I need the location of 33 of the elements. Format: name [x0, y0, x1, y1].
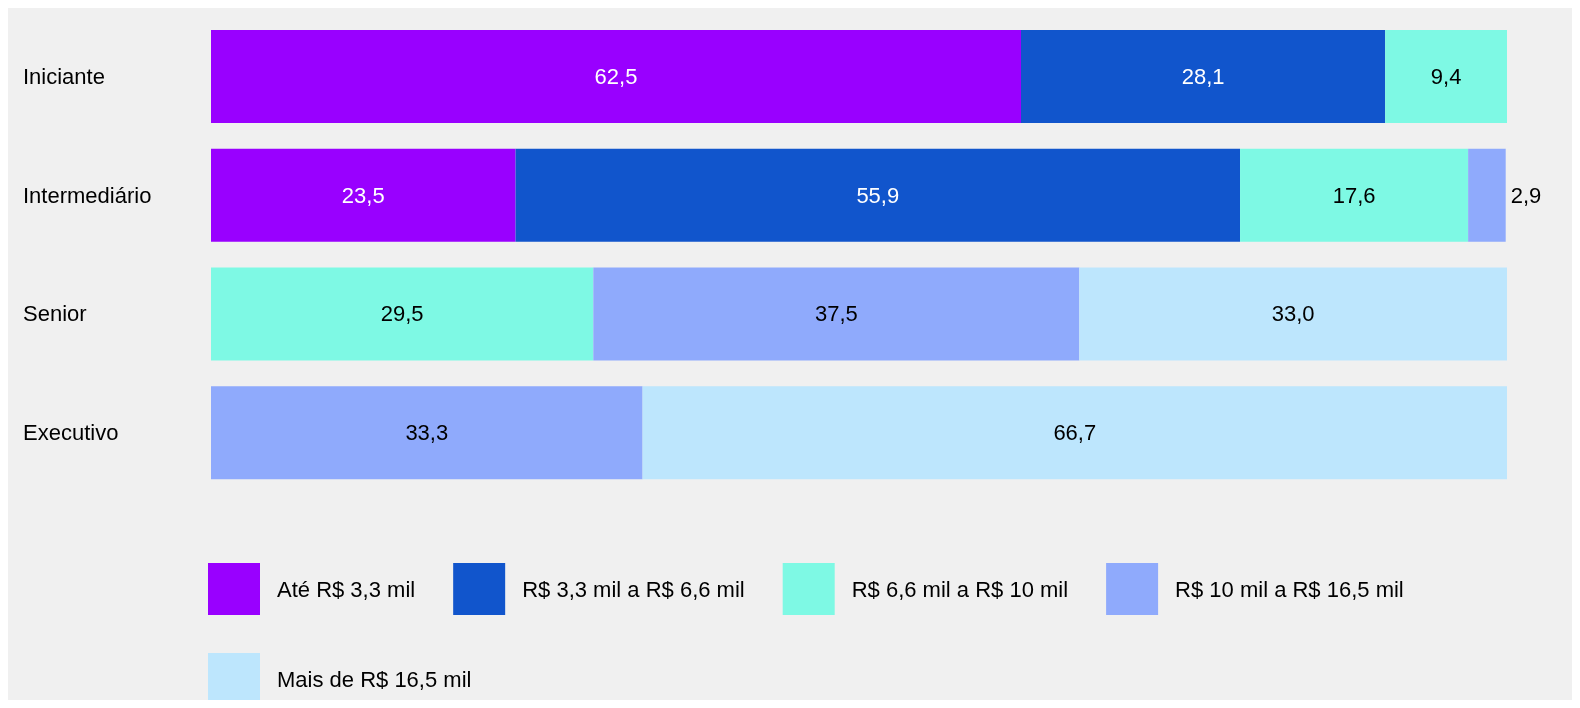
data-label: 37,5: [814, 301, 858, 327]
bar: [1385, 29, 1507, 123]
y-tick-label: Iniciante: [23, 63, 105, 89]
data-label: 23,5: [341, 182, 385, 208]
bar: [515, 148, 1241, 242]
bar: [211, 386, 643, 480]
y-tick-label: Intermediário: [23, 182, 152, 208]
bar: [1468, 148, 1506, 242]
bar: [1079, 267, 1507, 361]
data-label: 66,7: [1053, 420, 1097, 446]
bar: [642, 386, 1507, 480]
bar: [211, 148, 516, 242]
data-label: 2,9: [1510, 182, 1542, 208]
data-label: 33,3: [405, 420, 449, 446]
y-tick-label: Senior: [23, 301, 87, 327]
bar: [211, 29, 1021, 123]
legend-label: R$ 10 mil a R$ 16,5 mil: [1175, 576, 1404, 602]
y-tick-label: Executivo: [23, 420, 119, 446]
bar: [211, 267, 594, 361]
data-label: 29,5: [380, 301, 424, 327]
bar: [593, 267, 1080, 361]
data-label: 33,0: [1271, 301, 1315, 327]
data-label: 62,5: [594, 63, 638, 89]
legend-label: Mais de R$ 16,5 mil: [277, 666, 472, 692]
legend-label: Até R$ 3,3 mil: [277, 576, 416, 602]
data-label: 9,4: [1430, 63, 1462, 89]
legend-label: R$ 3,3 mil a R$ 6,6 mil: [522, 576, 745, 602]
legend-label: R$ 6,6 mil a R$ 10 mil: [851, 576, 1069, 602]
data-label: 28,1: [1181, 63, 1225, 89]
bar: [1021, 29, 1386, 123]
data-label: 17,6: [1332, 182, 1376, 208]
data-label: 55,9: [856, 182, 900, 208]
bar: [1240, 148, 1469, 242]
